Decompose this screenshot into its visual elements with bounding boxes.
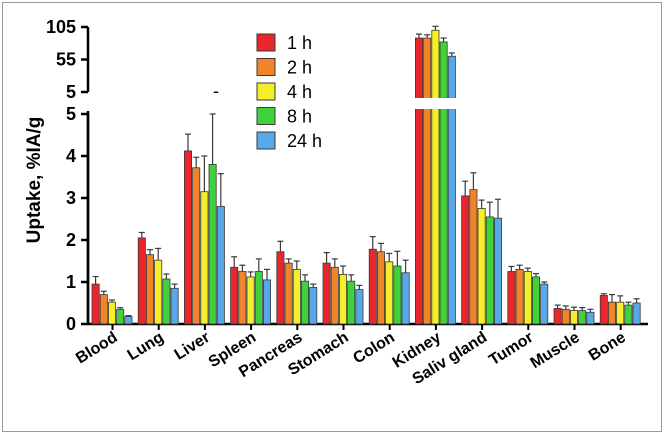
bar [230, 266, 239, 325]
bar [507, 271, 516, 325]
bar [154, 259, 163, 325]
bar [170, 287, 179, 325]
bar [91, 283, 100, 325]
x-tick-label: Bone [586, 329, 629, 365]
bar [309, 287, 318, 325]
bar [461, 195, 470, 325]
bar [137, 237, 146, 325]
bar [447, 55, 456, 325]
bar [423, 37, 432, 325]
x-tick-label: Colon [350, 329, 397, 367]
x-tick-label: Muscle [528, 329, 583, 372]
legend-label: 8 h [287, 107, 312, 127]
bar [162, 278, 171, 325]
bar [116, 308, 125, 325]
bar [493, 217, 502, 325]
bar [523, 271, 532, 325]
bar [262, 279, 271, 325]
bar [284, 262, 293, 325]
stray-dash-mark: - [213, 81, 219, 101]
bar [553, 308, 562, 325]
bar [99, 294, 108, 325]
bars [78, 25, 648, 325]
axis-break-band [78, 98, 648, 109]
bar [300, 280, 309, 325]
bar [338, 274, 347, 325]
bar [108, 301, 117, 325]
bar [431, 29, 440, 325]
bar [401, 272, 410, 325]
bar [414, 37, 423, 325]
bar [477, 208, 486, 325]
y-tick-label: 2 [66, 230, 76, 250]
bar [254, 271, 263, 325]
bar [276, 251, 285, 325]
bar [616, 301, 625, 325]
bar [145, 254, 154, 325]
legend-swatch [256, 33, 276, 52]
bar [322, 262, 331, 325]
y-tick-label: 3 [66, 188, 76, 208]
bar [347, 280, 356, 325]
x-tick-label: Tumor [486, 329, 536, 369]
legend-label: 24 h [287, 131, 322, 151]
bar [586, 311, 595, 325]
bar [515, 268, 524, 325]
legend-label: 1 h [287, 33, 312, 53]
bar [192, 167, 201, 325]
y-tick-label: 4 [66, 146, 76, 166]
bar [393, 265, 402, 325]
bar [200, 191, 209, 325]
legend-label: 2 h [287, 58, 312, 78]
y-axis-title-group: Uptake, %IA/g [24, 117, 45, 244]
y-tick-label: 105 [46, 17, 76, 37]
legend-swatch [256, 107, 276, 125]
y-tick-label: 1 [66, 272, 76, 292]
bar [376, 251, 385, 325]
bar [368, 248, 377, 325]
bar [216, 205, 225, 325]
legend-swatch [256, 131, 276, 150]
bar [183, 150, 192, 325]
bar [624, 304, 633, 325]
legend-swatch [256, 58, 276, 76]
bar [540, 283, 549, 325]
bar [124, 316, 133, 325]
bar [292, 268, 301, 325]
bar [355, 289, 364, 325]
bar [246, 276, 255, 325]
x-tick-labels: Blood Lung LiverSpleenPancreasStomachColon… [73, 324, 629, 388]
bar [485, 216, 494, 325]
bar [578, 310, 587, 325]
bar [561, 308, 570, 325]
bar [385, 261, 394, 325]
bar [208, 163, 217, 325]
bar [632, 302, 641, 325]
bar [608, 301, 617, 325]
y-tick-label: 0 [66, 314, 76, 334]
bar [439, 41, 448, 325]
y-tick-label: 5 [66, 104, 76, 124]
legend-label: 4 h [287, 82, 312, 102]
y-axis-title: Uptake, %IA/g [24, 117, 45, 244]
bar [532, 276, 541, 325]
x-tick-label: Blood [73, 329, 120, 367]
bar [238, 271, 247, 325]
bar [469, 189, 478, 325]
legend: 1 h 2 h 4 h 8 h 24 h [256, 33, 322, 151]
x-tick-label: Lung [125, 329, 167, 364]
legend-swatch [256, 82, 276, 101]
bar [330, 266, 339, 325]
bar [570, 310, 579, 325]
bar [599, 295, 608, 325]
y-tick-label: 5 [66, 82, 76, 102]
figure-frame [2, 2, 662, 432]
y-tick-label: 55 [56, 50, 76, 70]
